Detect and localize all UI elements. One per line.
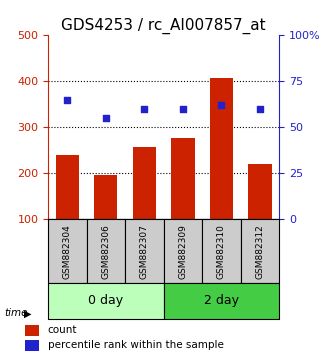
Text: time: time <box>5 308 28 318</box>
Text: GSM882306: GSM882306 <box>101 224 110 279</box>
Bar <box>25 340 39 350</box>
Text: percentile rank within the sample: percentile rank within the sample <box>48 340 224 350</box>
Point <box>257 106 263 112</box>
Text: GSM882307: GSM882307 <box>140 224 149 279</box>
Bar <box>171 138 195 219</box>
Bar <box>25 325 39 336</box>
Bar <box>56 155 79 219</box>
Text: GSM882310: GSM882310 <box>217 224 226 279</box>
FancyBboxPatch shape <box>164 283 279 319</box>
Text: GSM882304: GSM882304 <box>63 224 72 279</box>
FancyBboxPatch shape <box>241 219 279 283</box>
Point <box>103 115 108 121</box>
Text: GSM882309: GSM882309 <box>178 224 187 279</box>
Text: ▶: ▶ <box>24 308 31 318</box>
Bar <box>210 78 233 219</box>
Bar <box>94 175 117 219</box>
Text: 0 day: 0 day <box>88 295 124 307</box>
Bar <box>248 164 272 219</box>
FancyBboxPatch shape <box>125 219 164 283</box>
FancyBboxPatch shape <box>48 219 87 283</box>
Text: count: count <box>48 325 77 335</box>
Point <box>65 97 70 103</box>
Text: 2 day: 2 day <box>204 295 239 307</box>
Point <box>142 106 147 112</box>
Point <box>180 106 186 112</box>
Text: GSM882312: GSM882312 <box>256 224 265 279</box>
FancyBboxPatch shape <box>202 219 241 283</box>
Title: GDS4253 / rc_AI007857_at: GDS4253 / rc_AI007857_at <box>61 18 266 34</box>
Bar <box>133 147 156 219</box>
FancyBboxPatch shape <box>87 219 125 283</box>
FancyBboxPatch shape <box>48 283 164 319</box>
FancyBboxPatch shape <box>164 219 202 283</box>
Point <box>219 103 224 108</box>
